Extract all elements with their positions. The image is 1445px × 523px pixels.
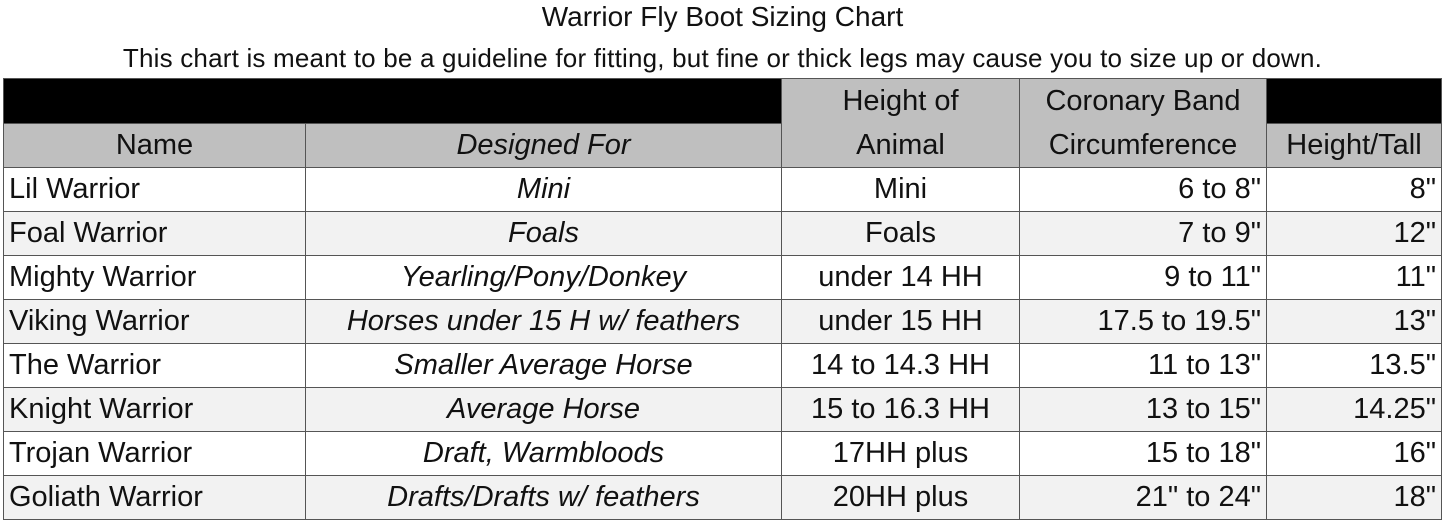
height-of-animal-cell: 20HH plus: [781, 475, 1020, 520]
height-tall-cell: 16": [1266, 431, 1442, 476]
height-of-animal-cell: Mini: [781, 167, 1020, 212]
coronary-band-cell: 21" to 24": [1019, 475, 1267, 520]
name-cell: Foal Warrior: [3, 211, 306, 256]
designed-for-cell: Draft, Warmbloods: [305, 431, 782, 476]
table-row: Viking Warrior Horses under 15 H w/ feath…: [3, 299, 1442, 344]
name-cell: The Warrior: [3, 343, 306, 388]
sizing-table: Height of Animal Coronary Band Circumfer…: [3, 78, 1442, 520]
designed-for-cell: Drafts/Drafts w/ feathers: [305, 475, 782, 520]
coronary-band-cell: 17.5 to 19.5": [1019, 299, 1267, 344]
coronary-band-cell: 9 to 11": [1019, 255, 1267, 300]
designed-for-cell: Horses under 15 H w/ feathers: [305, 299, 782, 344]
header-text: Height of: [842, 85, 959, 117]
name-cell: Lil Warrior: [3, 167, 306, 212]
height-of-animal-cell: under 15 HH: [781, 299, 1020, 344]
coronary-band-cell: 11 to 13": [1019, 343, 1267, 388]
header-row: Name Designed For Height/Tall: [3, 122, 1442, 168]
height-tall-cell: 13.5": [1266, 343, 1442, 388]
table-row: Mighty Warrior Yearling/Pony/Donkey under …: [3, 255, 1442, 300]
chart-title: Warrior Fly Boot Sizing Chart: [541, 1, 904, 32]
table-row: Knight Warrior Average Horse 15 to 16.3 HH…: [3, 387, 1442, 432]
header-black-bar: [3, 78, 782, 124]
header-black-bar: [1266, 78, 1442, 124]
header-coronary-band: Coronary Band Circumference: [1019, 78, 1267, 168]
height-of-animal-cell: Foals: [781, 211, 1020, 256]
name-cell: Trojan Warrior: [3, 431, 306, 476]
designed-for-cell: Smaller Average Horse: [305, 343, 782, 388]
chart-subtitle: This chart is meant to be a guideline fo…: [122, 43, 1323, 73]
height-tall-cell: 13": [1266, 299, 1442, 344]
name-cell: Viking Warrior: [3, 299, 306, 344]
height-tall-cell: 12": [1266, 211, 1442, 256]
designed-for-cell: Mini: [305, 167, 782, 212]
coronary-band-cell: 6 to 8": [1019, 167, 1267, 212]
header-row-top: Height of Animal Coronary Band Circumfer…: [3, 78, 1442, 168]
header-height-of-animal: Height of Animal: [781, 78, 1020, 168]
coronary-band-cell: 7 to 9": [1019, 211, 1267, 256]
header-designed-for: Designed For: [305, 122, 782, 168]
header-height-tall: Height/Tall: [1266, 122, 1442, 168]
height-tall-cell: 18": [1266, 475, 1442, 520]
header-text: Animal: [856, 129, 945, 161]
header-text: Coronary Band: [1045, 85, 1241, 117]
height-tall-cell: 11": [1266, 255, 1442, 300]
height-of-animal-cell: 14 to 14.3 HH: [781, 343, 1020, 388]
designed-for-cell: Yearling/Pony/Donkey: [305, 255, 782, 300]
table-row: Trojan Warrior Draft, Warmbloods 17HH plus…: [3, 431, 1442, 476]
designed-for-cell: Foals: [305, 211, 782, 256]
height-tall-cell: 14.25": [1266, 387, 1442, 432]
header-text: Circumference: [1048, 129, 1238, 161]
name-cell: Goliath Warrior: [3, 475, 306, 520]
coronary-band-cell: 15 to 18": [1019, 431, 1267, 476]
height-of-animal-cell: 17HH plus: [781, 431, 1020, 476]
name-cell: Knight Warrior: [3, 387, 306, 432]
designed-for-cell: Average Horse: [305, 387, 782, 432]
name-cell: Mighty Warrior: [3, 255, 306, 300]
height-of-animal-cell: under 14 HH: [781, 255, 1020, 300]
height-of-animal-cell: 15 to 16.3 HH: [781, 387, 1020, 432]
table-row: Foal Warrior Foals Foals 7 to 9" 12": [3, 211, 1442, 256]
header-name: Name: [3, 122, 306, 168]
height-tall-cell: 8": [1266, 167, 1442, 212]
coronary-band-cell: 13 to 15": [1019, 387, 1267, 432]
table-row: Goliath Warrior Drafts/Drafts w/ feathers…: [3, 475, 1442, 520]
table-row: Lil Warrior Mini Mini 6 to 8" 8": [3, 167, 1442, 212]
table-row: The Warrior Smaller Average Horse 14 to 14…: [3, 343, 1442, 388]
